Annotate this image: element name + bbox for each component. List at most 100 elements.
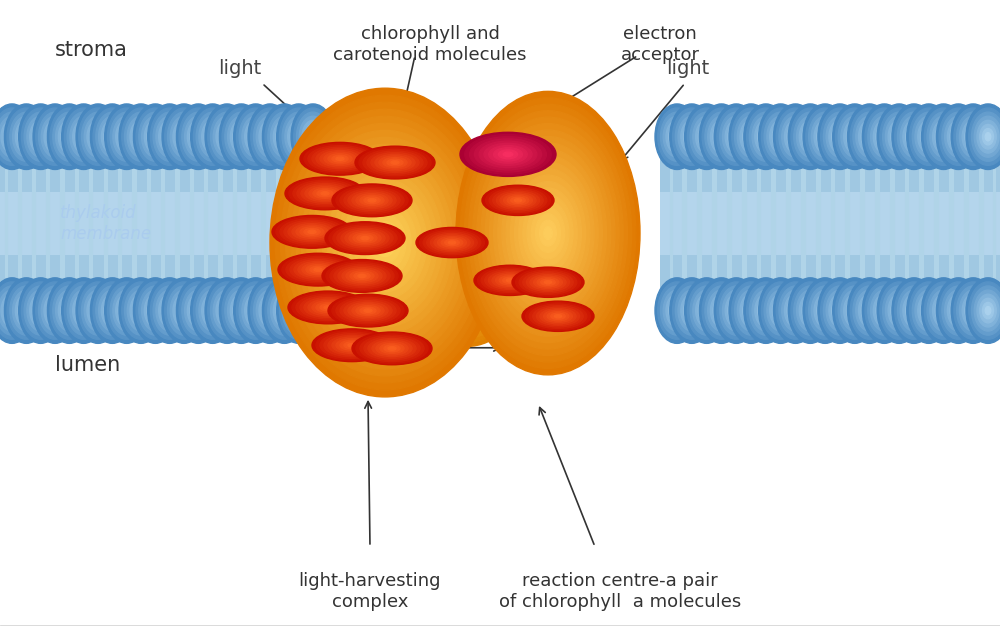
Ellipse shape (806, 108, 844, 165)
Ellipse shape (133, 278, 177, 343)
Ellipse shape (708, 116, 735, 158)
Ellipse shape (207, 302, 218, 319)
Ellipse shape (304, 297, 352, 318)
Ellipse shape (868, 286, 901, 335)
Ellipse shape (15, 120, 37, 153)
Ellipse shape (262, 124, 278, 149)
Ellipse shape (259, 294, 281, 327)
Ellipse shape (210, 286, 244, 335)
Ellipse shape (506, 279, 514, 282)
Ellipse shape (787, 298, 804, 323)
Ellipse shape (835, 108, 874, 165)
Ellipse shape (176, 104, 220, 169)
Ellipse shape (445, 239, 459, 246)
Ellipse shape (942, 112, 975, 161)
Bar (0, 192, 330, 255)
Ellipse shape (478, 266, 542, 294)
Ellipse shape (191, 104, 235, 169)
Ellipse shape (139, 112, 172, 161)
Ellipse shape (93, 108, 132, 165)
Ellipse shape (853, 112, 886, 161)
Ellipse shape (38, 306, 43, 315)
Ellipse shape (900, 290, 928, 331)
Ellipse shape (947, 120, 969, 153)
Ellipse shape (888, 294, 910, 327)
Ellipse shape (32, 124, 49, 149)
Ellipse shape (359, 207, 411, 278)
Ellipse shape (856, 116, 883, 158)
Text: light-harvesting
complex: light-harvesting complex (299, 572, 441, 611)
Ellipse shape (713, 124, 730, 149)
Ellipse shape (293, 180, 357, 207)
Ellipse shape (230, 120, 252, 153)
Ellipse shape (193, 302, 204, 319)
Ellipse shape (927, 286, 960, 335)
Ellipse shape (844, 120, 866, 153)
Ellipse shape (882, 132, 887, 141)
Ellipse shape (313, 188, 337, 198)
Ellipse shape (722, 116, 750, 158)
Ellipse shape (119, 104, 163, 169)
Ellipse shape (719, 132, 724, 141)
Ellipse shape (953, 129, 964, 145)
Ellipse shape (219, 124, 235, 149)
Ellipse shape (684, 124, 700, 149)
Ellipse shape (838, 286, 871, 335)
Ellipse shape (245, 294, 267, 327)
Ellipse shape (294, 260, 342, 280)
Ellipse shape (110, 286, 143, 335)
Ellipse shape (296, 306, 301, 315)
Ellipse shape (714, 278, 758, 343)
Ellipse shape (533, 306, 583, 327)
Ellipse shape (202, 294, 224, 327)
Bar (660, 192, 1000, 255)
Ellipse shape (530, 275, 566, 290)
Ellipse shape (310, 306, 316, 315)
Ellipse shape (208, 108, 246, 165)
Ellipse shape (788, 104, 832, 169)
Ellipse shape (199, 290, 226, 331)
Ellipse shape (53, 112, 86, 161)
Ellipse shape (332, 337, 372, 353)
Ellipse shape (245, 120, 267, 153)
Ellipse shape (56, 116, 83, 158)
Ellipse shape (660, 112, 693, 161)
Ellipse shape (930, 116, 957, 158)
Ellipse shape (290, 124, 307, 149)
Ellipse shape (87, 120, 109, 153)
Ellipse shape (277, 104, 321, 169)
Ellipse shape (970, 132, 976, 141)
Ellipse shape (892, 104, 936, 169)
Ellipse shape (448, 241, 456, 244)
Ellipse shape (159, 120, 181, 153)
Ellipse shape (655, 278, 699, 343)
Ellipse shape (477, 123, 619, 343)
Ellipse shape (980, 124, 996, 149)
Ellipse shape (906, 124, 922, 149)
Ellipse shape (799, 120, 821, 153)
Ellipse shape (498, 150, 518, 159)
Ellipse shape (38, 286, 72, 335)
Ellipse shape (139, 286, 172, 335)
Ellipse shape (259, 120, 281, 153)
Ellipse shape (809, 286, 842, 335)
Ellipse shape (92, 302, 104, 319)
Ellipse shape (735, 112, 768, 161)
Ellipse shape (782, 290, 809, 331)
Ellipse shape (308, 230, 316, 234)
Ellipse shape (387, 159, 403, 166)
Ellipse shape (50, 282, 89, 339)
Ellipse shape (219, 298, 235, 323)
Ellipse shape (162, 278, 206, 343)
Ellipse shape (333, 173, 437, 312)
Ellipse shape (685, 104, 729, 169)
Ellipse shape (523, 195, 573, 272)
Ellipse shape (345, 230, 385, 246)
Ellipse shape (32, 298, 49, 323)
Ellipse shape (510, 175, 586, 291)
Ellipse shape (27, 116, 54, 158)
Ellipse shape (138, 306, 144, 315)
Ellipse shape (412, 227, 522, 346)
Ellipse shape (835, 282, 874, 339)
Ellipse shape (104, 124, 121, 149)
